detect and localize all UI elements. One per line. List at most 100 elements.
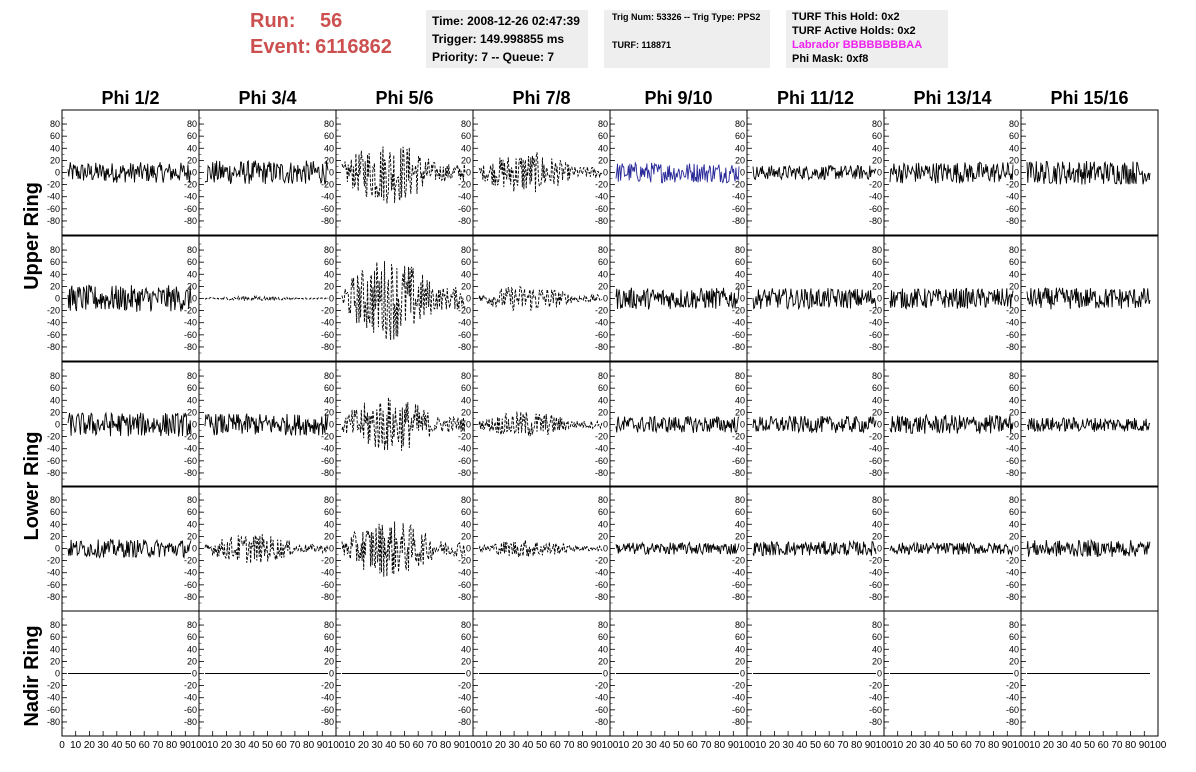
- x-tick-label: 60: [276, 740, 288, 751]
- labrador-status: Labrador BBBBBBBBAA: [792, 39, 923, 51]
- y-tick-label: 80: [324, 119, 334, 129]
- y-tick-label: 80: [461, 245, 471, 255]
- y-tick-label: 60: [187, 383, 197, 393]
- x-tick-label: 0: [59, 740, 65, 751]
- x-tick-label: 30: [509, 740, 521, 751]
- y-tick-label: 40: [461, 143, 471, 153]
- x-tick-label: 30: [920, 740, 932, 751]
- y-tick-label: 40: [735, 519, 745, 529]
- y-tick-label: -80: [1006, 592, 1019, 602]
- y-tick-label: -40: [321, 568, 334, 578]
- y-tick-label: 0: [55, 669, 60, 679]
- y-tick-label: 20: [50, 531, 60, 541]
- y-tick-label: 20: [50, 656, 60, 666]
- y-tick-label: -40: [732, 192, 745, 202]
- column-headers: Phi 1/2 Phi 3/4 Phi 5/6 Phi 7/8 Phi 9/10 Phi …: [101, 88, 1128, 108]
- x-tick-label: 90: [1002, 740, 1014, 751]
- y-tick-label: 40: [735, 395, 745, 405]
- x-tick-label: 10: [755, 740, 767, 751]
- x-tick-label: 10: [207, 740, 219, 751]
- y-tick-label: 0: [466, 168, 471, 178]
- y-tick-label: 40: [598, 269, 608, 279]
- y-tick-label: 40: [461, 269, 471, 279]
- waveform-trace: [67, 538, 192, 559]
- x-tick-label: 90: [180, 740, 192, 751]
- y-tick-label: 0: [1014, 669, 1019, 679]
- waveform-trace: [752, 539, 877, 557]
- y-tick-label: -40: [595, 568, 608, 578]
- y-tick-label: 20: [598, 531, 608, 541]
- y-tick-label: -40: [458, 693, 471, 703]
- run-label: Run:: [250, 10, 296, 32]
- y-tick-label: -40: [458, 318, 471, 328]
- y-tick-label: 20: [187, 656, 197, 666]
- y-tick-label: 80: [1009, 495, 1019, 505]
- y-tick-label: -20: [732, 556, 745, 566]
- cell-frame: [61, 109, 200, 236]
- waveform-trace: [1026, 287, 1151, 310]
- y-tick-label: 80: [872, 119, 882, 129]
- x-tick-label: 50: [262, 740, 274, 751]
- y-tick-label: 20: [50, 281, 60, 291]
- x-tick-label: 30: [235, 740, 247, 751]
- x-tick-label: 40: [111, 740, 123, 751]
- y-tick-label: -80: [321, 342, 334, 352]
- y-tick-label: -60: [869, 580, 882, 590]
- y-tick-label: -40: [869, 318, 882, 328]
- y-tick-label: 20: [735, 155, 745, 165]
- y-tick-label: -80: [1006, 342, 1019, 352]
- waveform-cell: 80 60 40 20 0 -20 -40 -60 -80: [732, 109, 885, 236]
- time-panel: Time: 2008-12-26 02:47:39 Trigger: 149.9…: [426, 10, 588, 68]
- y-tick-label: 40: [50, 269, 60, 279]
- waveform-trace: [67, 162, 192, 183]
- y-tick-label: -60: [321, 705, 334, 715]
- waveform-trace: [889, 413, 1014, 434]
- y-tick-label: -80: [1006, 216, 1019, 226]
- x-tick-label: 20: [632, 740, 644, 751]
- y-tick-label: -60: [321, 204, 334, 214]
- y-tick-label: -80: [869, 216, 882, 226]
- turf-panel: TURF This Hold: 0x2 TURF Active Holds: 0…: [786, 10, 948, 68]
- x-tick-label: 30: [372, 740, 384, 751]
- y-tick-label: 80: [461, 371, 471, 381]
- x-tick-label: 70: [1111, 740, 1123, 751]
- y-tick-label: -20: [595, 556, 608, 566]
- y-tick-label: 40: [1009, 143, 1019, 153]
- y-tick-label: 40: [598, 395, 608, 405]
- waveform-cell: 80 60 40 20 0 -20 -40 -60 -80: [869, 610, 1022, 737]
- y-tick-label: 0: [740, 168, 745, 178]
- y-tick-label: -20: [184, 681, 197, 691]
- y-tick-label: 60: [187, 507, 197, 517]
- waveform-trace: [615, 287, 740, 310]
- y-tick-label: 40: [872, 519, 882, 529]
- waveform-cell: 80 60 40 20 0 -20 -40 -60 -80: [595, 109, 748, 236]
- y-tick-label: -20: [458, 432, 471, 442]
- y-tick-label: 80: [324, 495, 334, 505]
- waveform-cell: 80 60 40 20 0 -20 -40 -60 -80: [458, 109, 611, 236]
- y-tick-label: -80: [321, 592, 334, 602]
- y-tick-label: -60: [458, 204, 471, 214]
- waveform-cell: 80 60 40 20 0 -20 -40 -60 -80: [458, 361, 611, 488]
- y-tick-label: -80: [47, 592, 60, 602]
- y-tick-label: -80: [184, 216, 197, 226]
- y-tick-label: 20: [872, 155, 882, 165]
- y-tick-label: -80: [869, 468, 882, 478]
- waveform-trace: [615, 541, 740, 556]
- x-tick-label: 40: [933, 740, 945, 751]
- y-tick-label: -40: [184, 192, 197, 202]
- y-tick-label: -20: [458, 180, 471, 190]
- y-tick-label: -20: [1006, 432, 1019, 442]
- y-tick-label: 60: [50, 632, 60, 642]
- y-tick-label: 40: [187, 395, 197, 405]
- y-tick-label: -60: [595, 580, 608, 590]
- y-tick-label: 20: [324, 531, 334, 541]
- x-tick-label: 90: [728, 740, 740, 751]
- x-tick-label: 10: [618, 740, 630, 751]
- y-tick-label: -60: [321, 330, 334, 340]
- y-tick-label: -80: [732, 717, 745, 727]
- y-tick-label: 40: [461, 395, 471, 405]
- waveform-trace: [478, 152, 603, 193]
- phi-mask: Phi Mask: 0xf8: [792, 53, 869, 65]
- y-tick-label: -80: [458, 592, 471, 602]
- y-tick-label: 20: [872, 281, 882, 291]
